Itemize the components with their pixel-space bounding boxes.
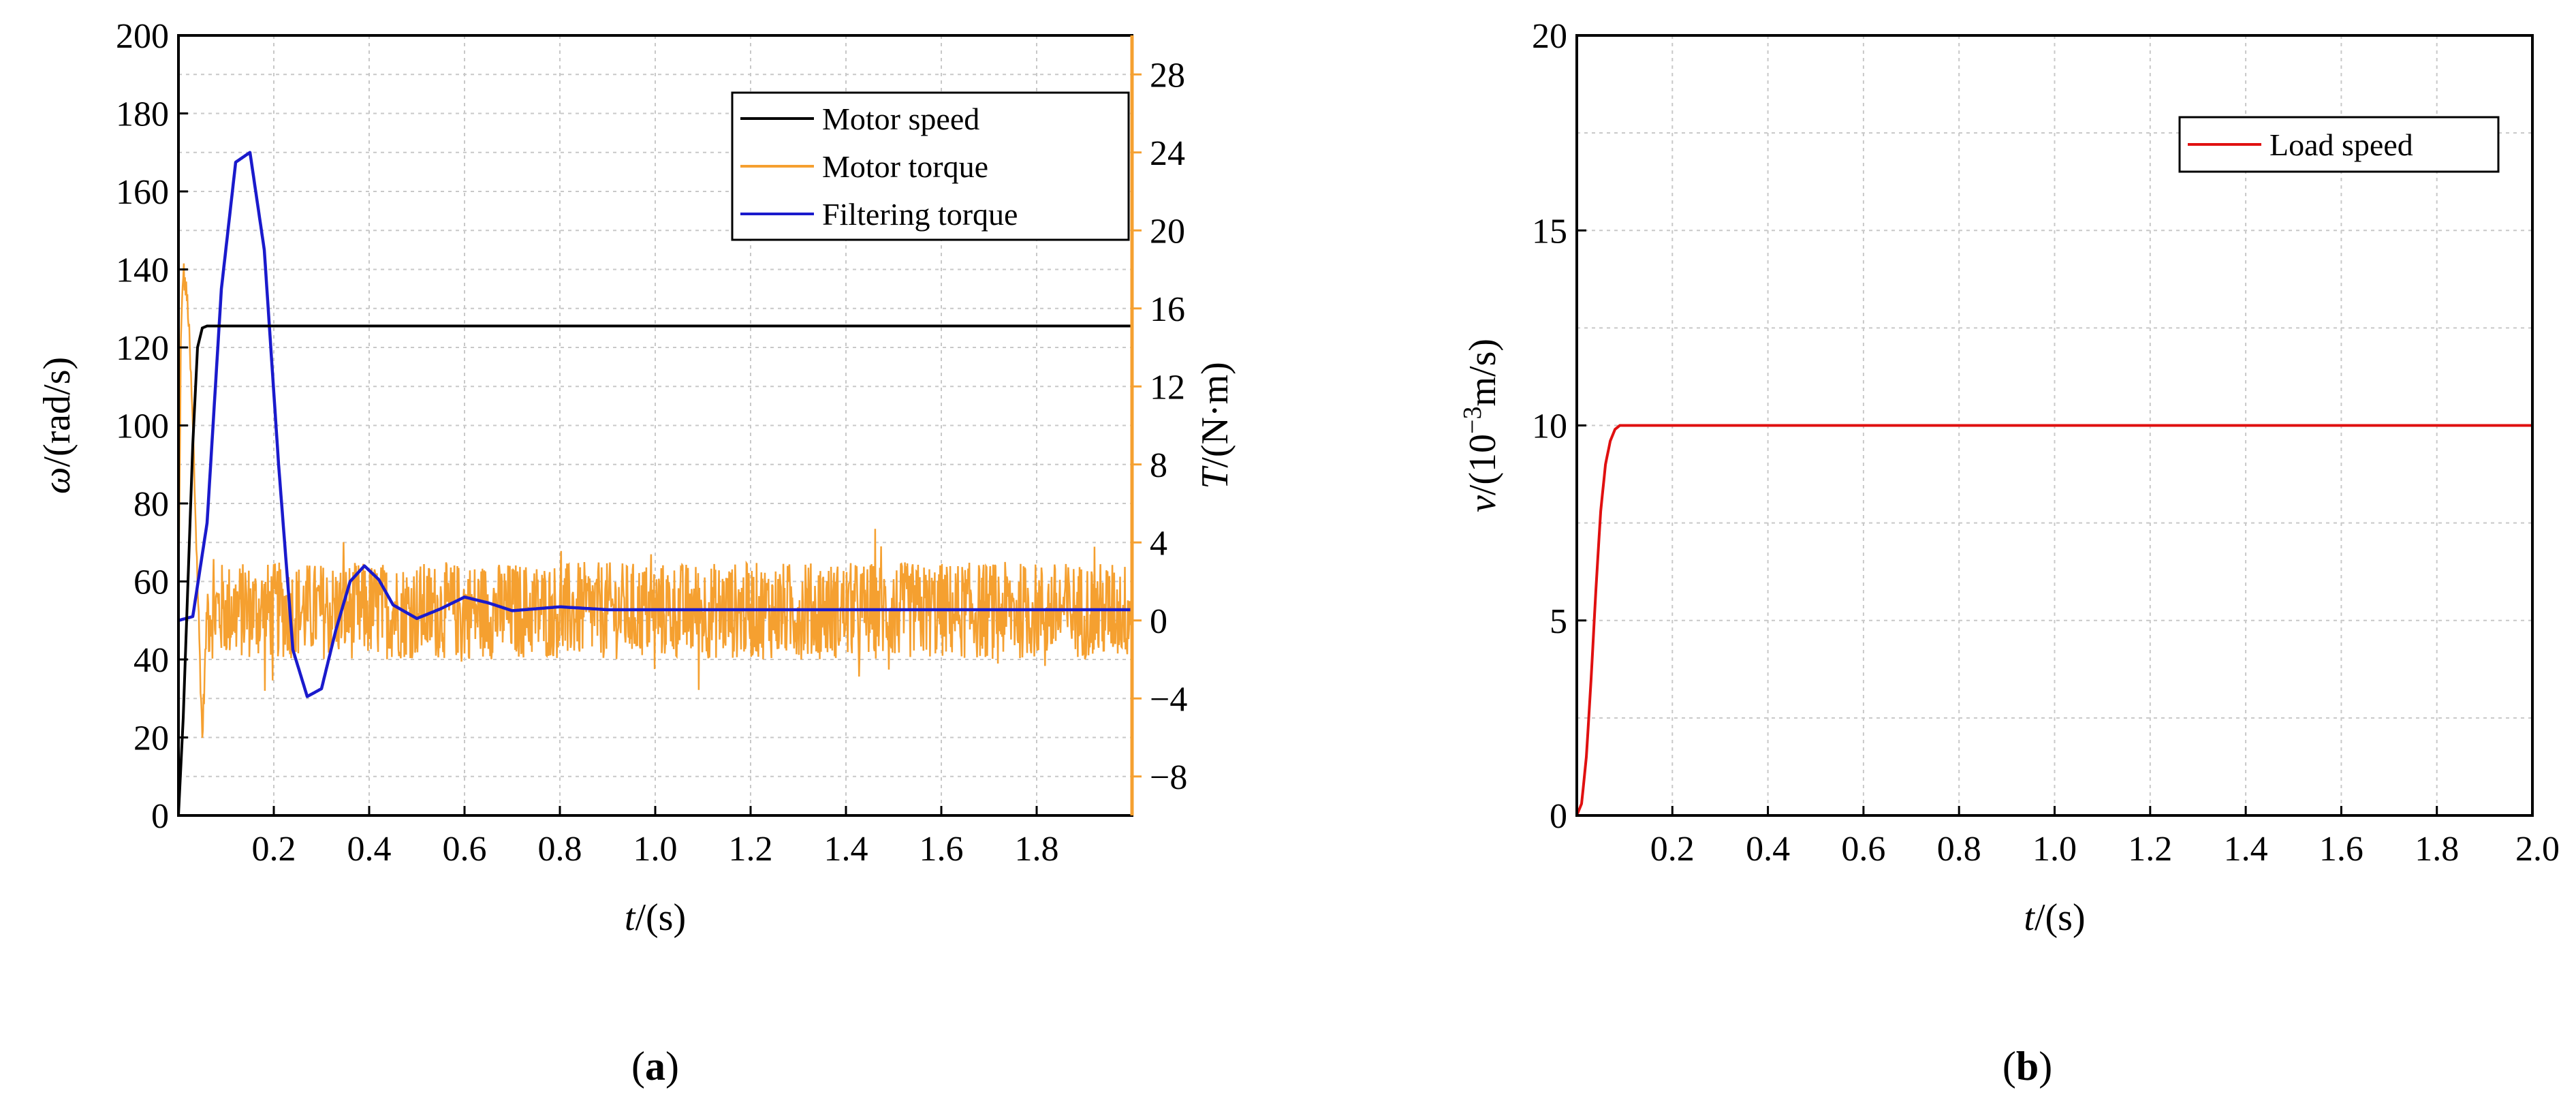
x-tick-label-0-2: 0.2 <box>1650 830 1695 869</box>
y-tick-label-180: 180 <box>116 95 169 134</box>
y-tick-label-0: 0 <box>1550 797 1567 836</box>
panel-a-y2-axis-title: T/(N·m) <box>1194 362 1236 489</box>
y2-tick-label-1: −4 <box>1150 680 1187 719</box>
y-tick-label-20: 20 <box>1532 17 1567 56</box>
x-tick-label-0-6: 0.6 <box>443 830 487 869</box>
panel-a-x-axis-title: t/(s) <box>625 897 686 939</box>
panel-a-series <box>177 151 1133 816</box>
x-unit: /(s) <box>635 897 686 939</box>
y2-var: T <box>1194 465 1236 489</box>
y2-tick-label-7: 20 <box>1150 212 1185 251</box>
y-tick-label-160: 160 <box>116 173 169 212</box>
paren-close: ) <box>665 1044 679 1089</box>
panel-b-label: (b) <box>2002 1044 2052 1089</box>
y-tick-label-5: 5 <box>1550 602 1567 641</box>
x-var: t <box>2024 897 2035 939</box>
x-tick-label-1-4: 1.4 <box>824 830 868 869</box>
paren-open: ( <box>631 1044 645 1089</box>
y-tick-label-200: 200 <box>116 17 169 56</box>
x-tick-label-2-0: 2.0 <box>2515 830 2560 869</box>
panel-letter: b <box>2016 1044 2039 1089</box>
y2-tick-label-8: 24 <box>1150 134 1185 173</box>
panel-b-y-axis-title: v/(10−3m/s) <box>1458 339 1504 512</box>
x-tick-label-0-2: 0.2 <box>252 830 296 869</box>
y-var: ω <box>36 467 78 495</box>
x-tick-label-1-8: 1.8 <box>2415 830 2459 869</box>
paren-close: ) <box>2039 1044 2052 1089</box>
x-tick-label-1-2: 1.2 <box>2128 830 2172 869</box>
x-tick-label-0-4: 0.4 <box>347 830 392 869</box>
y-tick-label-10: 10 <box>1532 407 1567 446</box>
panel-b-ticks: 0.2 0.4 0.6 0.8 1.0 1.2 1.4 1.6 1.8 2.0 0 5 10 15 20 <box>1532 17 2560 869</box>
x-unit: /(s) <box>2035 897 2086 939</box>
legend-label-filtering-torque: Filtering torque <box>822 197 1018 232</box>
panel-b: 0.2 0.4 0.6 0.8 1.0 1.2 1.4 1.6 1.8 2.0 0 5 10 15 20 v… <box>1458 17 2560 1089</box>
y-unit-pre: /(10 <box>1462 434 1504 495</box>
x-tick-label-1-4: 1.4 <box>2224 830 2268 869</box>
paren-open: ( <box>2002 1044 2016 1089</box>
y-tick-label-0: 0 <box>151 797 169 836</box>
panel-a: 0.2 0.4 0.6 0.8 1.0 1.2 1.4 1.6 1.80204060801001… <box>36 17 1236 1089</box>
legend-label-load-speed: Load speed <box>2269 127 2413 162</box>
y2-tick-label-0: −8 <box>1150 758 1187 797</box>
panel-letter: a <box>645 1044 665 1089</box>
series-motor-speed <box>177 324 1132 816</box>
panel-b-series <box>1575 424 2532 816</box>
y2-tick-label-2: 0 <box>1150 602 1167 641</box>
y2-tick-label-4: 8 <box>1150 446 1167 485</box>
x-tick-label-0-8: 0.8 <box>538 830 582 869</box>
x-var: t <box>625 897 636 939</box>
y-tick-label-140: 140 <box>116 251 169 290</box>
series-filtering-torque <box>178 151 1133 698</box>
x-tick-label-1-0: 1.0 <box>2032 830 2077 869</box>
x-tick-label-1-0: 1.0 <box>633 830 678 869</box>
y-tick-label-100: 100 <box>116 407 169 446</box>
panel-a-ticks: 0.2 0.4 0.6 0.8 1.0 1.2 1.4 1.6 1.80204060801001… <box>116 17 1187 869</box>
x-tick-label-1-6: 1.6 <box>2319 830 2363 869</box>
panel-b-legend: Load speed <box>2178 116 2500 173</box>
panel-a-legend: Motor speed Motor torque Filtering torqu… <box>731 91 1130 241</box>
y-unit-post: m/s) <box>1462 339 1504 407</box>
y-unit-sup: −3 <box>1458 407 1487 434</box>
x-tick-label-0-4: 0.4 <box>1746 830 1790 869</box>
y2-tick-label-3: 4 <box>1150 524 1167 563</box>
y-tick-label-80: 80 <box>133 485 169 524</box>
panel-a-label: (a) <box>631 1044 679 1089</box>
series-motor-torque <box>177 263 1133 738</box>
y-unit: /(rad/s) <box>36 357 78 467</box>
y-tick-label-60: 60 <box>133 563 169 602</box>
panel-b-x-axis-title: t/(s) <box>2024 897 2085 939</box>
y2-tick-label-6: 16 <box>1150 290 1185 329</box>
y-tick-label-120: 120 <box>116 329 169 368</box>
y-tick-label-20: 20 <box>133 719 169 758</box>
x-tick-label-1-8: 1.8 <box>1015 830 1059 869</box>
series-load-speed <box>1575 424 2532 816</box>
panel-a-y-axis-title: ω/(rad/s) <box>36 357 78 494</box>
y-tick-label-15: 15 <box>1532 212 1567 251</box>
x-tick-label-1-2: 1.2 <box>729 830 773 869</box>
x-tick-label-0-6: 0.6 <box>1841 830 1885 869</box>
y-tick-label-40: 40 <box>133 641 169 680</box>
y-var: v <box>1462 495 1504 512</box>
y2-unit: /(N·m) <box>1194 362 1236 468</box>
y2-tick-label-5: 12 <box>1150 368 1185 407</box>
x-tick-label-1-6: 1.6 <box>920 830 964 869</box>
y2-tick-label-9: 28 <box>1150 56 1185 95</box>
legend-label-motor-speed: Motor speed <box>822 102 979 136</box>
x-tick-label-0-8: 0.8 <box>1937 830 1981 869</box>
legend-label-motor-torque: Motor torque <box>822 149 988 184</box>
